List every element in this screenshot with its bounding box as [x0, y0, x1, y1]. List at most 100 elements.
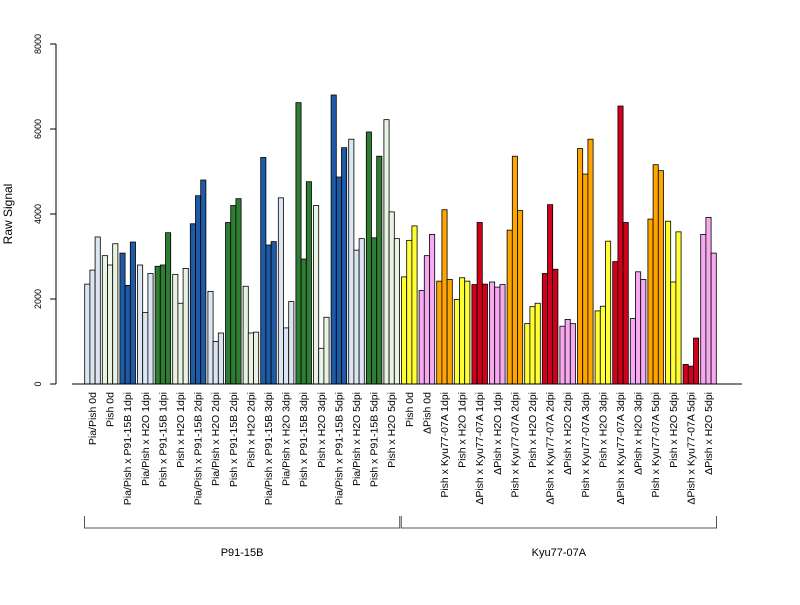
bar	[137, 264, 144, 385]
bar	[124, 284, 131, 385]
x-tick-label: Pia/Pish x H2O 2dpi	[210, 392, 222, 486]
bar	[401, 276, 408, 385]
x-tick-label: Pia/Pish x H2O 1dpi	[140, 392, 152, 486]
y-tick-label: 0	[33, 381, 43, 386]
bar	[376, 155, 383, 385]
bar	[348, 138, 355, 385]
bar	[441, 209, 448, 385]
bar	[640, 279, 647, 385]
y-tick-label: 8000	[33, 34, 43, 54]
x-tick-label: Pish x H2O 5dpi	[668, 392, 680, 468]
bar	[682, 364, 689, 385]
bar	[283, 327, 290, 385]
bar	[393, 238, 400, 385]
bar	[189, 223, 196, 385]
bar	[436, 280, 443, 385]
bar	[147, 273, 154, 385]
bar	[481, 283, 488, 385]
bar	[341, 147, 348, 385]
bar	[94, 236, 101, 385]
x-tick-label: Pish x P91-15B 3dpi	[298, 392, 310, 487]
group-bracket	[84, 516, 401, 529]
bar	[494, 286, 501, 385]
bar	[335, 176, 342, 385]
bar	[423, 255, 430, 385]
bar	[524, 323, 531, 385]
bar	[700, 233, 707, 385]
bar	[330, 94, 337, 385]
x-tick-label: Pish x H2O 5dpi	[386, 392, 398, 468]
group-bracket	[400, 516, 717, 529]
bar	[195, 195, 202, 385]
bar	[323, 316, 330, 385]
bar	[459, 277, 466, 385]
bar	[552, 268, 559, 385]
x-tick-label: ΔPish x Kyu77-07A 2dpi	[545, 392, 557, 505]
bar	[253, 331, 260, 385]
x-tick-label: Pish x Kyu77-07A 5dpi	[650, 392, 662, 498]
bar	[534, 302, 541, 385]
bar	[142, 312, 149, 385]
bar	[383, 119, 390, 385]
bar	[260, 157, 267, 385]
bar	[225, 222, 232, 385]
bar	[629, 318, 636, 385]
bar	[587, 138, 594, 385]
bar	[235, 198, 242, 385]
x-tick-label: ΔPish x H2O 2dpi	[562, 392, 574, 475]
x-tick-label: ΔPish x Kyu77-07A 3dpi	[615, 392, 627, 505]
x-tick-label: Pish x P91-15B 1dpi	[157, 392, 169, 487]
x-tick-label: Pia/Pish x P91-15B 3dpi	[263, 392, 275, 505]
bar	[270, 241, 277, 385]
bar	[353, 249, 360, 385]
x-tick-label: ΔPish x H2O 1dpi	[492, 392, 504, 475]
bar	[705, 216, 712, 385]
bar	[453, 299, 460, 385]
x-tick-label: Pia/Pish x H2O 5dpi	[351, 392, 363, 486]
x-tick-label: Pish 0d	[105, 392, 117, 427]
bar	[665, 220, 672, 385]
x-tick-label: ΔPish 0d	[421, 392, 433, 434]
bar	[177, 302, 184, 385]
bar	[652, 164, 659, 385]
bar	[517, 210, 524, 385]
bar	[112, 243, 119, 385]
bar	[687, 365, 694, 385]
bar	[594, 310, 601, 385]
x-tick-label: Pish x Kyu77-07A 1dpi	[439, 392, 451, 498]
x-tick-label: ΔPish x H2O 3dpi	[633, 392, 645, 475]
bar	[471, 284, 478, 385]
x-tick-label: Pish x H2O 1dpi	[175, 392, 187, 468]
bar	[154, 265, 161, 385]
bar	[647, 218, 654, 385]
bar	[693, 337, 700, 385]
bar	[710, 252, 717, 385]
bar	[242, 285, 249, 385]
x-tick-label: Pish x H2O 3dpi	[597, 392, 609, 468]
x-tick-label: Pia/Pish x P91-15B 1dpi	[122, 392, 134, 505]
x-tick-label: Pish x H2O 1dpi	[457, 392, 469, 468]
group-label: Kyu77-07A	[532, 547, 587, 559]
bar	[217, 332, 224, 385]
group-label: P91-15B	[221, 547, 264, 559]
bar	[429, 233, 436, 385]
bar	[288, 301, 295, 385]
bar	[305, 181, 312, 385]
bar	[675, 231, 682, 385]
y-tick-label: 4000	[33, 204, 43, 224]
bar	[318, 347, 325, 385]
bar	[371, 237, 378, 385]
x-tick-label: Pish 0d	[404, 392, 416, 427]
bar	[84, 283, 91, 385]
bar	[599, 305, 606, 385]
bar	[577, 148, 584, 385]
bar	[119, 252, 126, 385]
bar	[582, 173, 589, 385]
x-tick-label: Pia/Pish x H2O 3dpi	[281, 392, 293, 486]
bar	[265, 244, 272, 385]
bar	[569, 323, 576, 385]
x-tick-label: Pish x P91-15B 5dpi	[369, 392, 381, 487]
bar	[230, 205, 237, 385]
